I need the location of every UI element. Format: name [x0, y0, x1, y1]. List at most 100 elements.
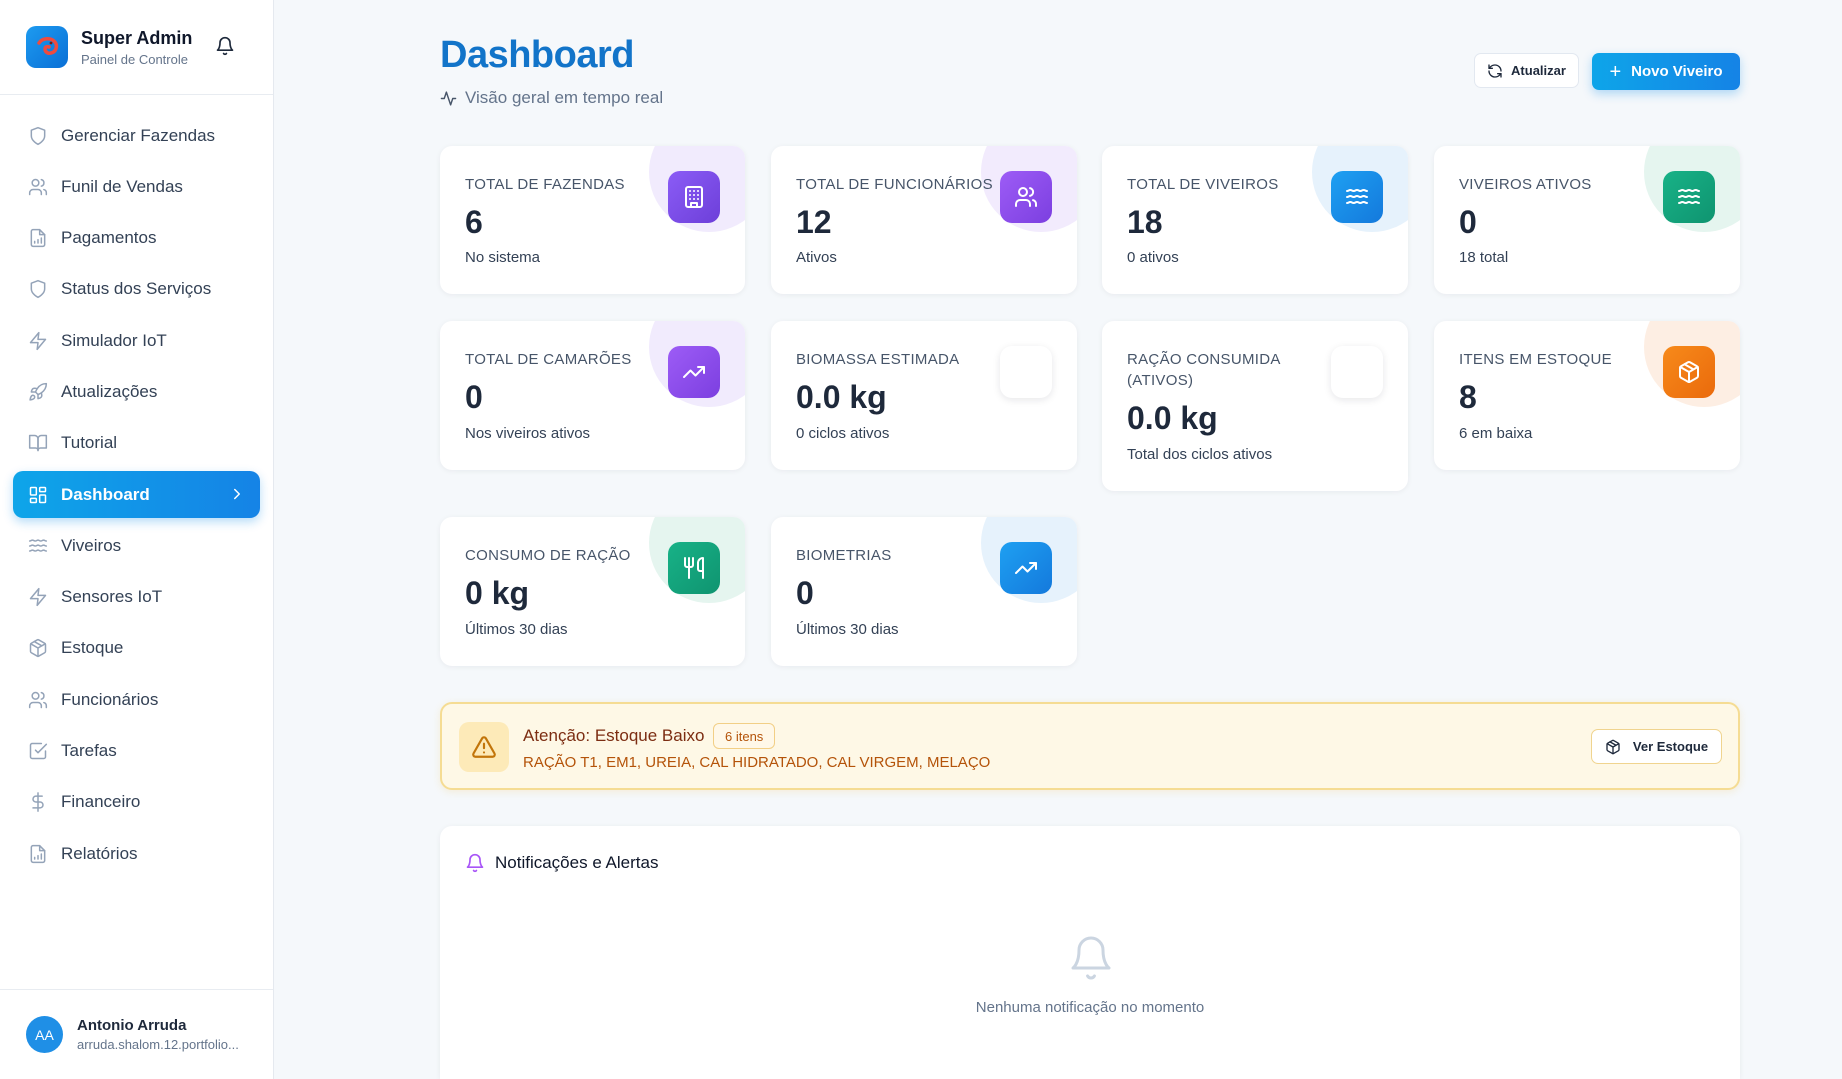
sidebar-item-sensores-iot[interactable]: Sensores IoT: [13, 574, 260, 621]
view-stock-button[interactable]: Ver Estoque: [1591, 729, 1722, 764]
stat-value: 6: [465, 204, 483, 240]
alert-title: Atenção: Estoque Baixo: [523, 726, 705, 745]
waves-icon: [1331, 171, 1383, 223]
stat-value: 0: [1459, 204, 1477, 240]
rocket-icon: [27, 381, 49, 403]
stat-foot: Últimos 30 dias: [796, 621, 899, 638]
stat-foot: 6 em baixa: [1459, 425, 1533, 442]
refresh-icon: [1488, 63, 1502, 78]
stat-label: RAÇÃO CONSUMIDA (ATIVOS): [1127, 349, 1281, 391]
stat-foot: 0 ciclos ativos: [796, 425, 890, 442]
stat-foot: 18 total: [1459, 249, 1509, 266]
sidebar-item-simulador-iot[interactable]: Simulador IoT: [13, 317, 260, 364]
sidebar-item-label: Estoque: [61, 638, 124, 658]
stat-label: TOTAL DE VIVEIROS: [1127, 176, 1279, 193]
users-icon: [27, 689, 49, 711]
package-icon: [1663, 346, 1715, 398]
sidebar-item-status-dos-servicos[interactable]: Status dos Serviços: [13, 266, 260, 313]
brand-subtitle: Painel de Controle: [81, 51, 188, 67]
stat-label: TOTAL DE FAZENDAS: [465, 176, 625, 193]
refresh-button[interactable]: Atualizar: [1474, 53, 1579, 88]
sidebar-item-label: Financeiro: [61, 792, 141, 812]
stat-value: 0.0 kg: [1127, 400, 1218, 436]
low-stock-alert: Atenção: Estoque Baixo 6 itens RAÇÃO T1,…: [440, 702, 1740, 790]
sidebar-item-funil-de-vendas[interactable]: Funil de Vendas: [13, 163, 260, 210]
waves-icon: [1663, 171, 1715, 223]
grid-icon: [27, 484, 49, 506]
stat-card-itens-em-estoque: ITENS EM ESTOQUE 8 6 em baixa: [1434, 321, 1740, 470]
plus-icon: +: [1609, 60, 1622, 83]
view-stock-button-label: Ver Estoque: [1632, 739, 1709, 754]
stat-value: 12: [796, 204, 832, 240]
notifications-title: Notificações e Alertas: [495, 853, 659, 872]
stat-card-total-fazendas: TOTAL DE FAZENDAS 6 No sistema: [440, 146, 745, 294]
sidebar-item-viveiros[interactable]: Viveiros: [13, 522, 260, 569]
sidebar-item-tutorial[interactable]: Tutorial: [13, 420, 260, 467]
users-icon: [1000, 171, 1052, 223]
file-chart-icon: [27, 843, 49, 865]
user-name: Antonio Arruda: [77, 1017, 187, 1034]
sidebar-item-relatorios[interactable]: Relatórios: [13, 830, 260, 877]
alert-count-badge: 6 itens: [713, 723, 776, 749]
notifications-header: Notificações e Alertas: [465, 853, 658, 873]
brand-title: Super Admin: [81, 27, 193, 48]
waves-icon: [27, 535, 49, 557]
stat-card-viveiros-ativos: VIVEIROS ATIVOS 0 18 total: [1434, 146, 1740, 294]
stat-label: TOTAL DE FUNCIONÁRIOS: [796, 176, 993, 193]
sidebar-item-tarefas[interactable]: Tarefas: [13, 728, 260, 775]
sidebar-item-label: Dashboard: [61, 484, 150, 504]
stat-foot: Nos viveiros ativos: [465, 425, 591, 442]
bell-icon: [466, 853, 484, 873]
page-subtitle: Visão geral em tempo real: [440, 88, 663, 108]
notifications-empty-text: Nenhuma notificação no momento: [975, 999, 1205, 1016]
stat-value: 18: [1127, 204, 1163, 240]
users-icon: [27, 176, 49, 198]
sidebar-item-atualizacoes[interactable]: Atualizações: [13, 368, 260, 415]
stat-foot: 0 ativos: [1127, 249, 1179, 266]
stat-foot: No sistema: [465, 249, 541, 266]
stat-label: BIOMETRIAS: [796, 547, 892, 564]
sidebar-item-financeiro[interactable]: Financeiro: [13, 779, 260, 826]
sidebar-item-pagamentos[interactable]: Pagamentos: [13, 215, 260, 262]
stat-card-consumo-de-racao: CONSUMO DE RAÇÃO 0 kg Últimos 30 dias: [440, 517, 745, 666]
stat-label-line2: (ATIVOS): [1127, 372, 1194, 389]
sidebar-item-label: Funcionários: [61, 689, 159, 709]
activity-icon: [440, 90, 457, 106]
stat-card-biomassa-estimada: BIOMASSA ESTIMADA 0.0 kg 0 ciclos ativos: [771, 321, 1077, 470]
new-viveiro-button-label: Novo Viveiro: [1631, 63, 1723, 80]
sidebar-nav: Gerenciar Fazendas Funil de Vendas Pagam…: [0, 95, 273, 877]
stat-value: 0: [465, 379, 483, 415]
stat-value: 8: [1459, 379, 1477, 415]
chevron-right-icon: [228, 485, 246, 503]
notifications-bell-icon[interactable]: [215, 36, 237, 58]
trending-up-icon: [1000, 542, 1052, 594]
package-icon: [27, 637, 49, 659]
stat-label: CONSUMO DE RAÇÃO: [465, 547, 631, 564]
sidebar-item-gerenciar-fazendas[interactable]: Gerenciar Fazendas: [13, 112, 260, 159]
warning-icon: [459, 722, 509, 772]
stat-card-total-camaroes: TOTAL DE CAMARÕES 0 Nos viveiros ativos: [440, 321, 745, 470]
stat-label: VIVEIROS ATIVOS: [1459, 176, 1592, 193]
sidebar-item-label: Status dos Serviços: [61, 279, 212, 299]
sidebar-item-label: Viveiros: [61, 535, 122, 555]
stat-card-biometrias: BIOMETRIAS 0 Últimos 30 dias: [771, 517, 1077, 666]
sidebar-item-estoque[interactable]: Estoque: [13, 625, 260, 672]
sidebar-item-funcionarios[interactable]: Funcionários: [13, 676, 260, 723]
zap-icon: [27, 586, 49, 608]
dollar-icon: [27, 791, 49, 813]
sidebar-item-label: Gerenciar Fazendas: [61, 125, 216, 145]
stat-card-total-viveiros: TOTAL DE VIVEIROS 18 0 ativos: [1102, 146, 1408, 294]
new-viveiro-button[interactable]: + Novo Viveiro: [1592, 53, 1740, 90]
utensils-icon: [668, 542, 720, 594]
stat-foot: Total dos ciclos ativos: [1127, 446, 1273, 463]
trending-up-icon: [668, 346, 720, 398]
avatar: AA: [26, 1016, 63, 1053]
sidebar: Super Admin Painel de Controle Gerenciar…: [0, 0, 274, 1079]
shield-icon: [27, 278, 49, 300]
sidebar-item-dashboard[interactable]: Dashboard: [13, 471, 260, 519]
stat-label-line1: RAÇÃO CONSUMIDA: [1127, 351, 1281, 368]
book-icon: [27, 432, 49, 454]
user-profile[interactable]: AA Antonio Arruda arruda.shalom.12.portf…: [0, 989, 273, 1079]
stat-value: 0.0 kg: [796, 379, 887, 415]
sidebar-item-label: Tarefas: [61, 741, 117, 761]
